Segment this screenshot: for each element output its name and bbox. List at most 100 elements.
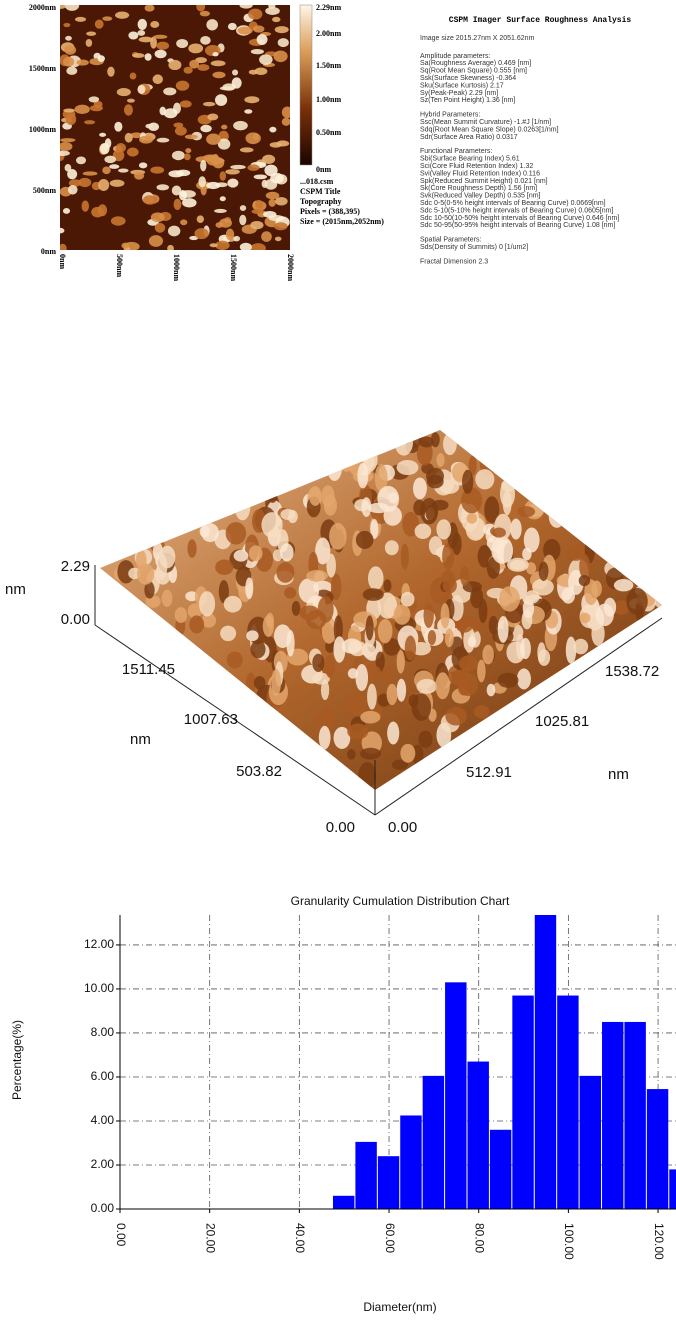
surface-peak [441, 603, 450, 628]
surface-peak [423, 603, 433, 628]
surface-peak [329, 523, 346, 550]
bar [669, 1169, 676, 1209]
report-line: Sa(Roughness Average) 0.469 [nm] [420, 60, 531, 67]
grain [196, 1, 205, 11]
grain [259, 54, 273, 65]
grain [185, 148, 191, 153]
afm-x-label: 1000nm [172, 254, 181, 281]
grain [98, 55, 105, 62]
surface-peak [224, 596, 242, 613]
grain [60, 138, 75, 142]
report-heading: Amplitude parameters: [420, 53, 490, 60]
grain [257, 34, 268, 45]
report-heading: Spatial Parameters: [420, 237, 482, 244]
grain [139, 136, 153, 144]
surface-peak [497, 540, 513, 563]
grain [86, 32, 96, 36]
grain [206, 19, 218, 30]
y-label-3d: 503.82 [236, 763, 282, 780]
surface-peak [324, 495, 337, 516]
grain [63, 208, 70, 214]
grain [98, 204, 107, 216]
grain [230, 165, 246, 169]
surface-peak [456, 618, 473, 632]
grain [214, 209, 227, 213]
z-label: 2.29 [61, 558, 90, 575]
bar [624, 1022, 645, 1209]
surface-peak [436, 519, 451, 539]
report-line: Sdc 5-10(5-10% height intervals of Beari… [420, 207, 613, 214]
grain [132, 53, 144, 58]
surface-peak [482, 645, 494, 665]
surface-peak [510, 519, 521, 540]
grain [121, 243, 129, 249]
grain [115, 11, 129, 18]
surface-peak [397, 679, 406, 702]
grain [127, 99, 135, 103]
surface-peak [458, 682, 469, 696]
surface-peak [419, 731, 433, 748]
surface-peak [499, 586, 520, 611]
grain [164, 108, 178, 118]
report-line: Sbi(Surface Bearing Index) 5.61 [420, 156, 520, 163]
surface-peak [614, 579, 633, 591]
grain [275, 197, 288, 206]
surface-peak [189, 615, 204, 633]
grain [150, 21, 159, 28]
grain [265, 7, 280, 15]
grain [84, 120, 95, 124]
surface-peak [429, 536, 442, 555]
afm-info: CSPM Title [300, 187, 341, 196]
surface-peak [357, 463, 368, 488]
report-line: Sy(Peak-Peak) 2.29 [nm] [420, 90, 498, 97]
grain [275, 237, 282, 242]
grain [75, 17, 86, 22]
grain [75, 105, 90, 114]
surface-peak [462, 470, 473, 494]
afm-info: Topography [300, 197, 342, 206]
y-unit-3d: nm [130, 731, 151, 748]
surface-peak [445, 707, 466, 726]
surface-peak [347, 749, 356, 760]
x-label-3d: 512.91 [466, 764, 512, 781]
grain [250, 221, 263, 229]
report-title: CSPM Imager Surface Roughness Analysis [449, 16, 632, 25]
bar [490, 1130, 511, 1209]
surface-peak [355, 664, 368, 691]
grain [176, 81, 190, 91]
report-line: Sku(Surface Kurtosis) 2.17 [420, 82, 504, 89]
report-line: Image size 2015.27nm X 2051.62nm [420, 35, 535, 42]
figure: Granularity Cumulation Distribution Char… [0, 0, 676, 1323]
grain [197, 64, 209, 71]
grain [255, 200, 263, 208]
grain [150, 166, 164, 173]
grain [184, 67, 193, 74]
surface-peak [261, 512, 282, 538]
grain [185, 134, 198, 139]
surface-peak [467, 513, 478, 524]
surface-peak [254, 676, 266, 689]
grain [221, 125, 227, 130]
surface-peak [368, 566, 384, 590]
surface-peak [268, 486, 277, 503]
grain [86, 39, 93, 47]
surface-peak [377, 486, 399, 512]
surface-peak [276, 562, 294, 583]
surface-peak [436, 453, 444, 467]
grain [225, 169, 240, 174]
surface-peak [292, 601, 301, 616]
report-line: Sz(Ten Point Height) 1.36 [nm] [420, 97, 515, 104]
surface-peak [299, 605, 319, 620]
surface-peak [175, 607, 187, 623]
grain [83, 171, 98, 175]
surface-peak [426, 505, 437, 522]
surface-peak [474, 705, 489, 719]
surface-peak [539, 561, 549, 581]
surface-peak [387, 684, 398, 705]
surface-peak [452, 533, 462, 556]
grain [163, 87, 176, 95]
x-label-3d: 1025.81 [535, 713, 589, 730]
report-line: Sci(Core Fluid Retention Index) 1.32 [420, 163, 533, 170]
grain [117, 88, 131, 96]
surface-peak [360, 449, 368, 462]
